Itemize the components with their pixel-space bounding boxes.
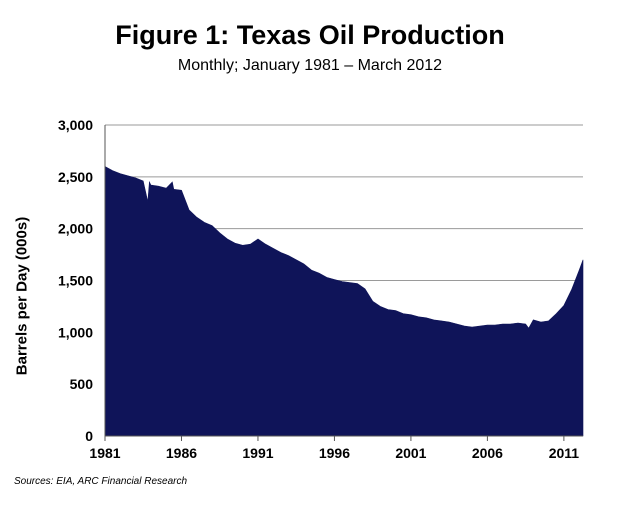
x-tick-label-1: 1986	[166, 445, 197, 461]
y-tick-label-4: 2,000	[58, 221, 93, 237]
y-tick-label-1: 500	[70, 376, 94, 392]
source-note: Sources: EIA, ARC Financial Research	[14, 476, 188, 487]
x-tick-label-6: 2011	[549, 445, 580, 461]
y-tick-label-3: 1,500	[58, 273, 93, 289]
x-tick-label-0: 1981	[89, 445, 120, 461]
chart-subtitle: Monthly; January 1981 – March 2012	[177, 57, 443, 74]
chart-title: Figure 1: Texas Oil Production	[115, 20, 505, 50]
y-tick-label-6: 3,000	[58, 117, 93, 133]
y-tick-label-0: 0	[85, 428, 93, 444]
x-tick-label-2: 1991	[242, 445, 273, 461]
x-tick-label-5: 2006	[472, 445, 503, 461]
y-tick-label-2: 1,000	[58, 324, 93, 340]
x-tick-label-4: 2001	[395, 445, 426, 461]
production-area	[104, 165, 584, 437]
y-tick-label-5: 2,500	[58, 169, 93, 185]
x-tick-label-3: 1996	[319, 445, 350, 461]
